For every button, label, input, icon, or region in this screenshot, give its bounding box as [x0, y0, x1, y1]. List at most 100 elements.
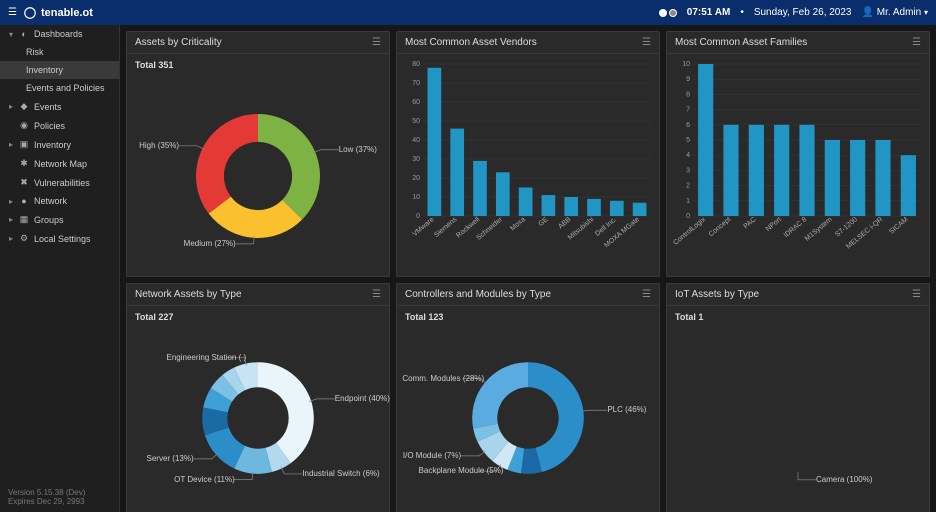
sidebar-item-events[interactable]: ▸◆Events — [0, 97, 119, 116]
bar[interactable] — [698, 64, 713, 216]
expires-text: Expires Dec 29, 2993 — [8, 497, 111, 506]
layers-icon: ▣ — [19, 139, 29, 150]
bar[interactable] — [450, 129, 464, 216]
panel-menu-icon[interactable]: ☰ — [912, 37, 921, 48]
svg-text:6: 6 — [686, 122, 690, 129]
bar[interactable] — [901, 155, 916, 216]
svg-text:30: 30 — [412, 156, 420, 163]
bar[interactable] — [774, 125, 789, 216]
brand-text: tenable.ot — [41, 7, 93, 19]
svg-text:10: 10 — [682, 61, 690, 68]
sidebar-subitem-risk[interactable]: Risk — [0, 43, 119, 61]
svg-text:4: 4 — [686, 152, 690, 159]
panel-controllers: Controllers and Modules by Type ☰ Total … — [396, 283, 660, 512]
donut-segment[interactable] — [258, 114, 320, 219]
donut-label: High (35%) — [120, 141, 179, 150]
sidebar-item-dashboards[interactable]: ▾◐Dashboards — [0, 25, 119, 43]
sidebar-item-label: Inventory — [34, 140, 71, 150]
panel-criticality: Assets by Criticality ☰ Total 351 Low (3… — [126, 31, 390, 277]
chevron-icon: ▸ — [8, 102, 14, 111]
bar[interactable] — [825, 140, 840, 216]
sidebar-item-policies[interactable]: ◉Policies — [0, 116, 119, 135]
sidebar-item-local-settings[interactable]: ▸⚙Local Settings — [0, 229, 119, 248]
sidebar-item-groups[interactable]: ▸▦Groups — [0, 210, 119, 229]
sun-icon — [659, 9, 667, 17]
bar[interactable] — [749, 125, 764, 216]
bar-chart: 012345678910ControlLogixConceptPACNPorti… — [671, 58, 925, 258]
panel-menu-icon[interactable]: ☰ — [372, 289, 381, 300]
donut-chart: Camera (100%) — [671, 324, 925, 504]
panel-title: Most Common Asset Vendors — [405, 37, 537, 48]
sidebar-item-network-map[interactable]: ✱Network Map — [0, 154, 119, 173]
panel-title: Controllers and Modules by Type — [405, 289, 551, 300]
svg-text:10: 10 — [412, 194, 420, 201]
sidebar-item-vulnerabilities[interactable]: ✖Vulnerabilities — [0, 173, 119, 192]
panel-menu-icon[interactable]: ☰ — [372, 37, 381, 48]
sidebar-footer: Version 5.15.38 (Dev) Expires Dec 29, 29… — [0, 482, 119, 512]
donut-label: Low (37%) — [339, 145, 377, 154]
sidebar-item-label: Dashboards — [34, 29, 83, 39]
total-label: Total 1 — [671, 310, 925, 324]
donut-label: PLC (46%) — [607, 405, 646, 414]
svg-text:50: 50 — [412, 118, 420, 125]
panel-menu-icon[interactable]: ☰ — [912, 289, 921, 300]
menu-icon[interactable]: ☰ — [8, 7, 17, 18]
bar-chart: 01020304050607080VMwareSiemensRockwellSc… — [401, 58, 655, 258]
bar[interactable] — [542, 195, 556, 216]
panel-menu-icon[interactable]: ☰ — [642, 289, 651, 300]
svg-text:ControlLogix: ControlLogix — [672, 216, 707, 247]
bar[interactable] — [875, 140, 890, 216]
bar[interactable] — [723, 125, 738, 216]
svg-text:60: 60 — [412, 99, 420, 106]
donut-segment[interactable] — [196, 114, 258, 214]
panel-title: Network Assets by Type — [135, 289, 242, 300]
version-text: Version 5.15.38 (Dev) — [8, 488, 111, 497]
bar[interactable] — [473, 161, 487, 216]
total-label: Total 227 — [131, 310, 385, 324]
bar[interactable] — [587, 199, 601, 216]
svg-text:0: 0 — [416, 213, 420, 220]
user-icon: 👤 — [862, 7, 874, 18]
bell-icon: ◆ — [19, 101, 29, 112]
bug-icon: ✖ — [19, 177, 29, 188]
chevron-icon: ▸ — [8, 140, 14, 149]
total-label: Total 351 — [131, 58, 385, 72]
panel-title: IoT Assets by Type — [675, 289, 759, 300]
chevron-icon: ▸ — [8, 215, 14, 224]
panel-title: Assets by Criticality — [135, 37, 222, 48]
bar[interactable] — [519, 188, 533, 217]
brand-logo-icon — [23, 6, 37, 20]
moon-icon — [669, 9, 677, 17]
svg-text:3: 3 — [686, 167, 690, 174]
bar[interactable] — [850, 140, 865, 216]
bar[interactable] — [610, 201, 624, 216]
user-name: Mr. Admin — [877, 7, 921, 18]
panel-iot: IoT Assets by Type ☰ Total 1 Camera (100… — [666, 283, 930, 512]
theme-toggle[interactable] — [659, 9, 677, 17]
donut-label: OT Device (11%) — [174, 475, 234, 484]
bar[interactable] — [633, 203, 647, 216]
bar[interactable] — [496, 172, 510, 216]
donut-label: Server (13%) — [134, 454, 194, 463]
donut-label: Endpoint (40%) — [335, 394, 390, 403]
sidebar-item-label: Local Settings — [34, 234, 91, 244]
sidebar-item-network[interactable]: ▸●Network — [0, 192, 119, 210]
bar[interactable] — [564, 197, 578, 216]
sidebar-subitem-events-and-policies[interactable]: Events and Policies — [0, 79, 119, 97]
bar[interactable] — [428, 68, 442, 216]
donut-label: Engineering Station ( ) — [167, 353, 227, 362]
share-icon: ✱ — [19, 158, 29, 169]
donut-label: Backplane Module (5%) — [419, 466, 479, 475]
bar[interactable] — [799, 125, 814, 216]
donut-chart: PLC (46%)Backplane Module (5%)I/O Module… — [401, 324, 655, 504]
grid-icon: ▦ — [19, 214, 29, 225]
svg-text:8: 8 — [686, 91, 690, 98]
sidebar-item-inventory[interactable]: ▸ ▣ Inventory — [0, 135, 119, 154]
svg-text:70: 70 — [412, 80, 420, 87]
svg-text:Schneider: Schneider — [475, 216, 504, 242]
sidebar-subitem-inventory[interactable]: Inventory — [0, 61, 119, 79]
panel-menu-icon[interactable]: ☰ — [642, 37, 651, 48]
donut-segment[interactable] — [472, 362, 528, 428]
user-menu[interactable]: 👤 Mr. Admin ▾ — [862, 7, 929, 18]
svg-text:80: 80 — [412, 61, 420, 68]
